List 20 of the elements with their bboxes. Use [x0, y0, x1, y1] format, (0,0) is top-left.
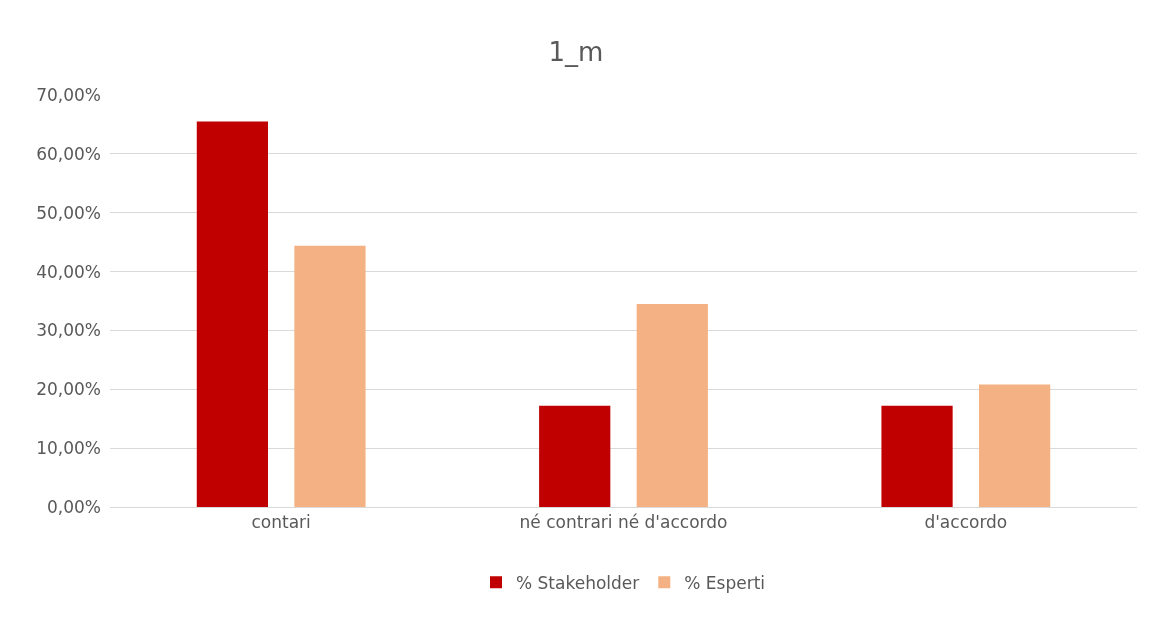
y-tick-label: 20,00% — [36, 379, 101, 400]
bar — [539, 405, 611, 507]
x-tick-label: contari — [251, 512, 311, 533]
bar — [636, 303, 708, 507]
legend-label: % Stakeholder — [516, 572, 640, 593]
legend-label: % Esperti — [684, 572, 766, 593]
chart-title: 1_m — [548, 37, 604, 68]
y-tick-label: 0,00% — [46, 496, 101, 517]
y-tick-label: 50,00% — [36, 202, 101, 223]
bar — [881, 405, 953, 507]
x-tick-label: né contrari né d'accordo — [519, 512, 728, 533]
y-tick-label: 30,00% — [36, 320, 101, 341]
bar — [979, 384, 1051, 507]
bar — [196, 121, 268, 507]
bar — [294, 245, 366, 507]
y-tick-label: 10,00% — [36, 438, 101, 459]
y-tick-label: 40,00% — [36, 261, 101, 282]
y-tick-label: 60,00% — [36, 143, 101, 164]
y-tick-label: 70,00% — [36, 84, 101, 105]
x-tick-label: d'accordo — [924, 512, 1008, 533]
